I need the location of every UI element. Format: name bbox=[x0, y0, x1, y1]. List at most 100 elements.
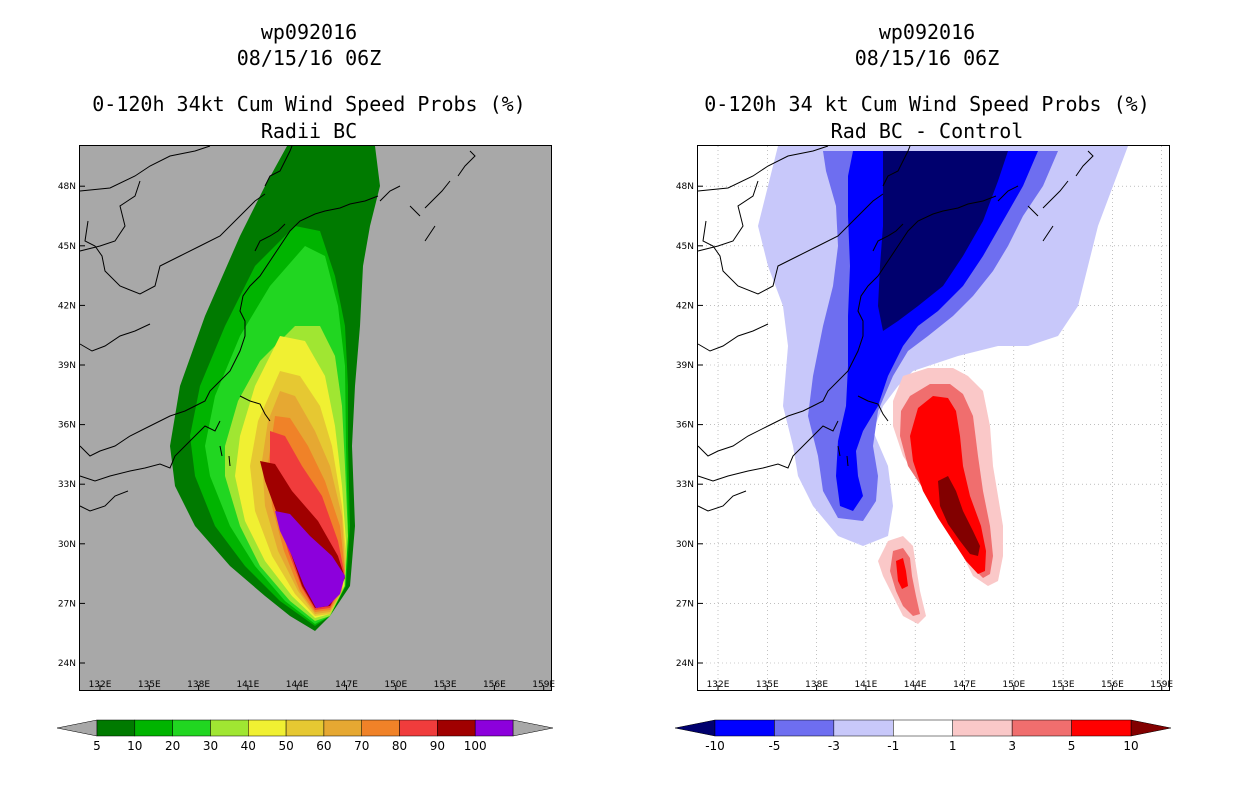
lat-tick-label: 42N bbox=[676, 301, 694, 311]
colorbar-swatch bbox=[134, 719, 173, 737]
lon-tick-label: 141E bbox=[236, 680, 259, 690]
right-panel: wp092016 08/15/16 06Z 0-120h 34 kt Cum W… bbox=[618, 0, 1236, 800]
colorbar-label: 30 bbox=[203, 739, 218, 753]
colorbar-swatch bbox=[774, 719, 835, 737]
lon-tick-label: 153E bbox=[1052, 680, 1075, 690]
colorbar-label: 5 bbox=[93, 739, 101, 753]
left-coastline-icon bbox=[79, 145, 476, 512]
colorbar-swatch bbox=[210, 719, 249, 737]
right-map-canvas: 132E 135E 138E 141E 144E 147E 150E 153E 156E 159E… bbox=[676, 145, 1173, 690]
lat-tick-label: 27N bbox=[58, 599, 76, 609]
left-map-canvas: 132E 135E 138E 141E 144E 147E 150E 153E 156E 159E… bbox=[58, 145, 555, 690]
lon-tick-label: 141E bbox=[854, 680, 877, 690]
colorbar-label: -10 bbox=[705, 739, 725, 753]
colorbar-right-arrow-icon bbox=[1130, 719, 1172, 737]
colorbar-label: 100 bbox=[464, 739, 487, 753]
lat-tick-label: 42N bbox=[58, 301, 76, 311]
lon-tick-label: 138E bbox=[805, 680, 828, 690]
lat-tick-label: 30N bbox=[676, 540, 694, 550]
colorbar-label: 1 bbox=[949, 739, 957, 753]
lat-tick-label: 45N bbox=[676, 242, 694, 252]
colorbar-right-arrow-icon bbox=[512, 719, 554, 737]
left-datetime: 08/15/16 06Z bbox=[236, 46, 382, 70]
right-subtitle: Rad BC - Control bbox=[830, 119, 1024, 143]
colorbar-swatch bbox=[323, 719, 362, 737]
colorbar-swatch bbox=[248, 719, 287, 737]
colorbar-swatch bbox=[96, 719, 136, 737]
right-diff-contours bbox=[758, 146, 1128, 624]
right-datetime: 08/15/16 06Z bbox=[854, 46, 1000, 70]
lat-tick-label: 24N bbox=[58, 659, 76, 669]
lat-tick-label: 27N bbox=[676, 599, 694, 609]
right-coastline-icon bbox=[697, 145, 1094, 512]
lon-tick-label: 153E bbox=[434, 680, 457, 690]
lon-tick-label: 135E bbox=[756, 680, 779, 690]
left-colorbar: 5 10 20 30 40 50 60 70 80 90 100 bbox=[56, 719, 554, 753]
left-subtitle: Radii BC bbox=[260, 119, 358, 143]
right-title: 0-120h 34 kt Cum Wind Speed Probs (%) bbox=[704, 92, 1150, 116]
colorbar-left-arrow-icon bbox=[56, 719, 98, 737]
lon-tick-label: 159E bbox=[532, 680, 555, 690]
colorbar-swatch bbox=[172, 719, 211, 737]
colorbar-label: 80 bbox=[392, 739, 407, 753]
lon-tick-label: 144E bbox=[286, 680, 309, 690]
right-storm-id: wp092016 bbox=[878, 20, 976, 44]
lat-tick-label: 48N bbox=[676, 182, 694, 192]
colorbar-swatch bbox=[399, 719, 438, 737]
lon-tick-label: 132E bbox=[707, 680, 730, 690]
lon-tick-label: 138E bbox=[187, 680, 210, 690]
colorbar-label: 20 bbox=[165, 739, 180, 753]
colorbar-swatch bbox=[893, 719, 953, 737]
lat-tick-label: 33N bbox=[676, 480, 694, 490]
left-title: 0-120h 34kt Cum Wind Speed Probs (%) bbox=[92, 92, 526, 116]
colorbar-label: 50 bbox=[278, 739, 293, 753]
lon-tick-label: 132E bbox=[89, 680, 112, 690]
colorbar-label: 60 bbox=[316, 739, 331, 753]
colorbar-label: 3 bbox=[1008, 739, 1016, 753]
lon-tick-label: 156E bbox=[483, 680, 506, 690]
colorbar-label: 10 bbox=[127, 739, 142, 753]
colorbar-label: 70 bbox=[354, 739, 369, 753]
colorbar-label: -1 bbox=[887, 739, 899, 753]
right-map: 132E 135E 138E 141E 144E 147E 150E 153E 156E 159E… bbox=[676, 145, 1173, 691]
lat-tick-label: 48N bbox=[58, 182, 76, 192]
lon-tick-label: 156E bbox=[1101, 680, 1124, 690]
colorbar-label: 10 bbox=[1123, 739, 1138, 753]
colorbar-swatch bbox=[952, 719, 1013, 737]
left-panel: wp092016 08/15/16 06Z 0-120h 34kt Cum Wi… bbox=[56, 20, 555, 753]
colorbar-swatch bbox=[361, 719, 400, 737]
lon-tick-label: 150E bbox=[1002, 680, 1025, 690]
lat-tick-label: 33N bbox=[58, 480, 76, 490]
lat-tick-label: 45N bbox=[58, 242, 76, 252]
left-storm-id: wp092016 bbox=[260, 20, 358, 44]
lat-tick-label: 39N bbox=[676, 361, 694, 371]
colorbar-swatch bbox=[1011, 719, 1072, 737]
lon-tick-label: 159E bbox=[1150, 680, 1173, 690]
lat-tick-label: 30N bbox=[58, 540, 76, 550]
lon-tick-label: 135E bbox=[138, 680, 161, 690]
lat-tick-label: 36N bbox=[676, 421, 694, 431]
right-axis-ticks: 132E 135E 138E 141E 144E 147E 150E 153E 156E 159E… bbox=[676, 182, 1173, 690]
left-map: 132E 135E 138E 141E 144E 147E 150E 153E 156E 159E… bbox=[58, 145, 555, 691]
lon-tick-label: 147E bbox=[335, 680, 358, 690]
lat-tick-label: 39N bbox=[58, 361, 76, 371]
colorbar-label: 90 bbox=[430, 739, 445, 753]
right-colorbar: -10 -5 -3 -1 1 3 5 10 bbox=[674, 719, 1172, 753]
lat-tick-label: 24N bbox=[676, 659, 694, 669]
colorbar-left-arrow-icon bbox=[674, 719, 716, 737]
colorbar-label: 40 bbox=[241, 739, 256, 753]
colorbar-label: 5 bbox=[1068, 739, 1076, 753]
colorbar-swatch bbox=[285, 719, 325, 737]
colorbar-swatch bbox=[474, 719, 514, 737]
lon-tick-label: 144E bbox=[904, 680, 927, 690]
colorbar-swatch bbox=[437, 719, 476, 737]
colorbar-swatch bbox=[714, 719, 775, 737]
left-axis-ticks: 132E 135E 138E 141E 144E 147E 150E 153E 156E 159E… bbox=[58, 182, 555, 690]
colorbar-label: -3 bbox=[828, 739, 840, 753]
colorbar-label: -5 bbox=[768, 739, 780, 753]
colorbar-swatch bbox=[833, 719, 894, 737]
lat-tick-label: 36N bbox=[58, 421, 76, 431]
lon-tick-label: 150E bbox=[384, 680, 407, 690]
left-prob-contours bbox=[170, 146, 380, 631]
colorbar-swatch bbox=[1071, 719, 1132, 737]
